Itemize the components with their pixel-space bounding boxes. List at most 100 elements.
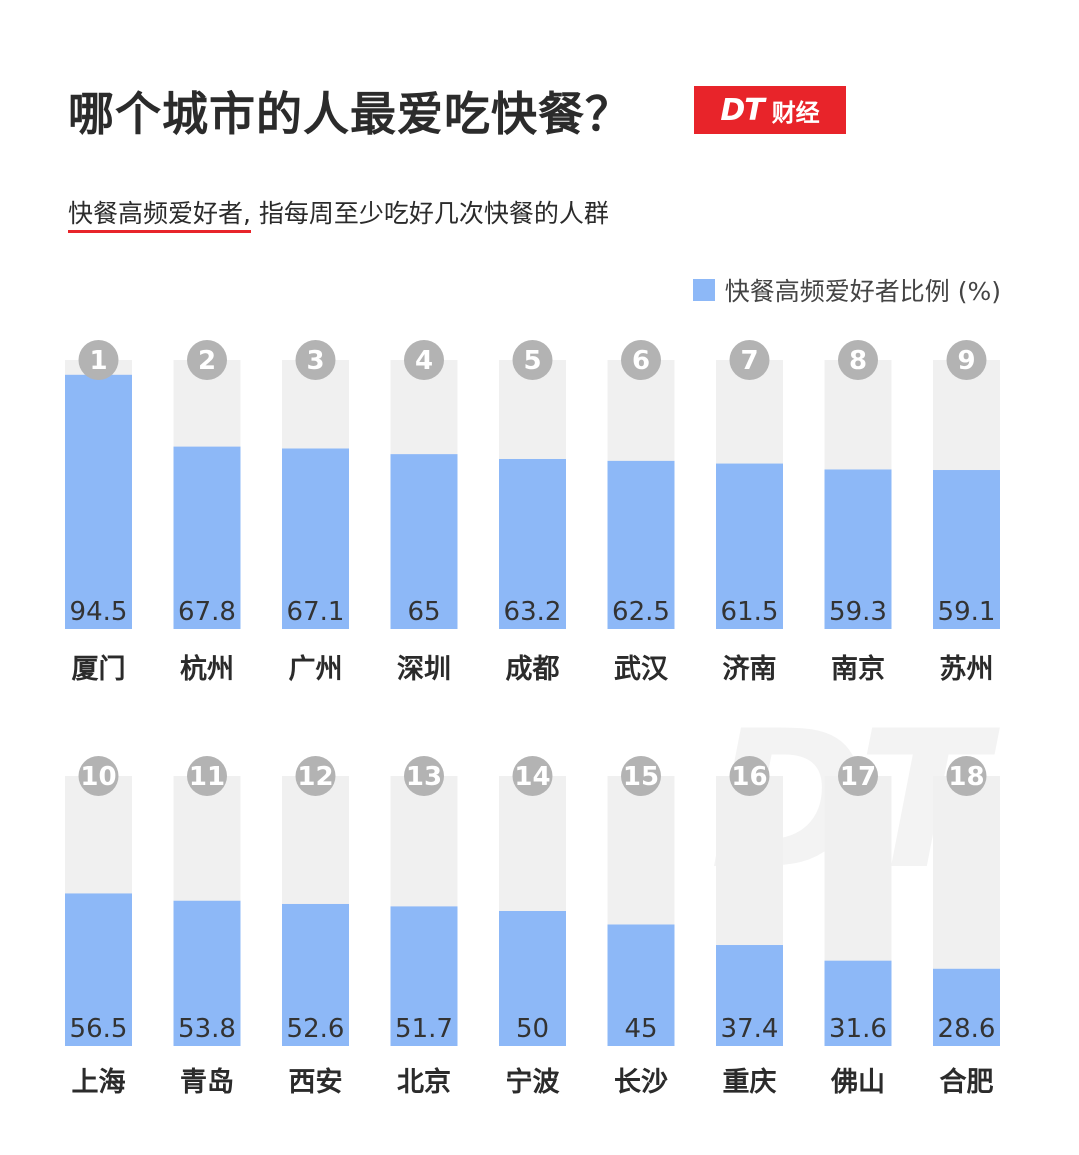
city-label: 厦门 <box>72 654 126 685</box>
rank-badge <box>187 756 227 796</box>
city-label: 武汉 <box>614 654 669 685</box>
subtitle-definition: 指每周至少吃好几次快餐的人群 <box>250 199 609 228</box>
rank-badge <box>295 340 336 380</box>
bar <box>607 924 675 1046</box>
rank-label: 5 <box>523 346 541 376</box>
rank-label: 2 <box>198 346 216 376</box>
bar <box>933 470 1000 629</box>
legend-swatch <box>692 279 715 301</box>
legend-label: 快餐高频爱好者比例 (%) <box>724 277 1001 306</box>
city-label: 成都 <box>506 654 560 685</box>
rank-label: 6 <box>632 346 650 376</box>
city-label: 宁波 <box>506 1066 561 1098</box>
bar <box>716 463 783 629</box>
rank-label: 17 <box>840 762 876 792</box>
rank-label: 12 <box>297 762 333 792</box>
city-label: 青岛 <box>180 1066 234 1098</box>
city-label: 佛山 <box>830 1067 885 1098</box>
brand-name: 财经 <box>771 98 820 127</box>
rank-label: 18 <box>948 762 984 792</box>
subtitle: 快餐高频爱好者, 指每周至少吃好几次快餐的人群 <box>68 194 609 233</box>
rank-badge <box>404 756 444 796</box>
rank-badge <box>621 340 661 380</box>
value-label: 51.7 <box>395 1014 453 1044</box>
brand-logo: DT <box>720 92 764 128</box>
value-label: 67.8 <box>178 597 236 627</box>
value-label: 63.2 <box>504 597 562 627</box>
city-label: 上海 <box>72 1067 126 1098</box>
rank-badge <box>946 756 987 796</box>
value-label: 52.6 <box>287 1014 345 1044</box>
bar <box>607 460 675 629</box>
rank-label: 7 <box>740 346 758 376</box>
city-label: 杭州 <box>180 653 234 685</box>
rank-label: 11 <box>189 762 225 792</box>
rank-label: 15 <box>623 762 659 792</box>
value-label: 50 <box>516 1014 549 1044</box>
city-label: 西安 <box>289 1067 343 1098</box>
city-label: 广州 <box>289 654 343 685</box>
subtitle-term: 快餐高频爱好者, <box>68 199 251 233</box>
page-title: 哪个城市的人最爱吃快餐？ <box>68 87 632 141</box>
rank-label: 9 <box>957 346 975 376</box>
brand-badge: DT 财经 <box>694 86 846 134</box>
rank-badge <box>78 340 119 380</box>
rank-badge <box>295 756 336 796</box>
city-label: 合肥 <box>940 1066 994 1098</box>
city-label: 南京 <box>831 653 885 685</box>
rank-label: 1 <box>89 346 107 376</box>
rank-label: 16 <box>731 762 767 792</box>
rank-label: 10 <box>80 762 116 792</box>
bar <box>173 446 241 629</box>
rank-badge <box>512 340 553 380</box>
rank-badge <box>512 756 553 796</box>
bar <box>499 458 566 629</box>
rank-badge <box>621 756 661 796</box>
value-label: 59.3 <box>829 597 887 627</box>
value-label: 53.8 <box>178 1014 236 1044</box>
rank-badge <box>729 340 770 380</box>
city-label: 重庆 <box>723 1066 777 1098</box>
rank-badge <box>946 340 987 380</box>
rank-label: 13 <box>406 762 442 792</box>
rank-label: 4 <box>415 346 433 376</box>
value-label: 56.5 <box>70 1014 128 1044</box>
bar <box>499 911 566 1046</box>
rank-badge <box>838 340 878 380</box>
bar <box>282 448 349 629</box>
rank-badge <box>838 756 878 796</box>
bar <box>282 903 349 1046</box>
bar <box>824 960 892 1046</box>
bar <box>65 374 132 629</box>
value-label: 59.1 <box>938 597 996 627</box>
bar <box>65 893 132 1046</box>
rank-label: 14 <box>514 762 550 792</box>
rank-badge <box>187 340 227 380</box>
bar <box>824 469 892 629</box>
value-label: 37.4 <box>721 1014 779 1044</box>
value-label: 28.6 <box>938 1014 996 1044</box>
value-label: 31.6 <box>829 1014 887 1044</box>
value-label: 67.1 <box>287 597 345 627</box>
rank-label: 3 <box>306 346 324 376</box>
city-label: 济南 <box>723 654 777 685</box>
bar <box>716 945 783 1046</box>
value-label: 45 <box>624 1014 657 1044</box>
rank-label: 8 <box>849 346 867 376</box>
bar <box>390 906 458 1046</box>
chart-legend: 快餐高频爱好者比例 (%) <box>692 272 1001 308</box>
rank-badge <box>78 756 119 796</box>
value-label: 62.5 <box>612 597 670 627</box>
bar <box>933 968 1000 1046</box>
city-label: 苏州 <box>940 654 994 685</box>
value-label: 94.5 <box>70 597 128 627</box>
city-label: 长沙 <box>614 1067 668 1098</box>
city-label: 深圳 <box>397 654 451 685</box>
rank-badge <box>404 340 444 380</box>
value-label: 61.5 <box>721 597 779 627</box>
bar <box>173 900 241 1046</box>
value-label: 65 <box>407 597 440 627</box>
rank-badge <box>729 756 770 796</box>
city-label: 北京 <box>397 1066 451 1098</box>
